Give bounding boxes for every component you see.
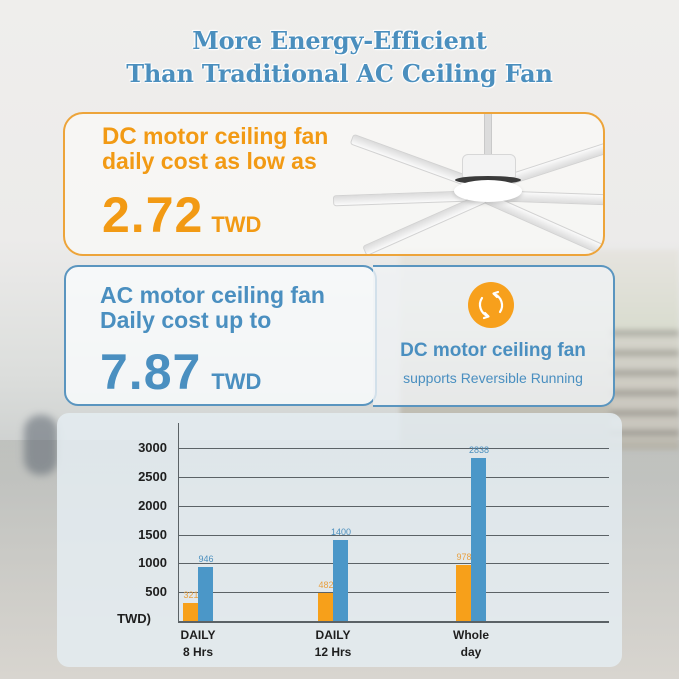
- x-category-line: 12 Hrs: [314, 645, 352, 659]
- y-tick-label: 2000: [138, 498, 167, 513]
- gridline: [178, 477, 609, 478]
- dc-cost-card: DC motor ceiling fan daily cost as low a…: [63, 112, 605, 256]
- dc-bar-value-label: 321: [183, 589, 199, 600]
- feature-title: DC motor ceiling fan: [400, 340, 586, 361]
- y-axis-line: [178, 423, 179, 621]
- dc-line-2: daily cost as low as: [102, 148, 317, 174]
- ac-daily-cost: 7.87 TWD: [100, 343, 261, 401]
- x-category-line: DAILY: [315, 628, 351, 642]
- ceiling-fan-image: [332, 114, 603, 254]
- dc-bar: [183, 602, 198, 621]
- ac-line-1: motor ceiling fan: [133, 282, 325, 308]
- y-tick-label: 1000: [138, 555, 167, 570]
- dc-bar-value-label: 482: [318, 580, 334, 591]
- ac-description: AC motor ceiling fan Daily cost up to: [100, 283, 325, 333]
- chart-plot-area: 500 1000 1500 2000 2500 3000 TWD) 321 946 DAILY 8 …: [57, 413, 622, 667]
- dc-daily-cost: 2.72 TWD: [102, 186, 261, 244]
- gridline: [178, 448, 609, 449]
- gridline: [178, 563, 609, 564]
- x-category-line: DAILY: [180, 628, 216, 642]
- ac-highlight: AC: [100, 282, 134, 308]
- x-category-line: day: [460, 645, 482, 659]
- dc-description: DC motor ceiling fan daily cost as low a…: [102, 124, 328, 174]
- x-category-label: DAILY 8 Hrs: [153, 627, 243, 661]
- gridline: [178, 506, 609, 507]
- dc-bar-value-label: 978: [456, 551, 472, 562]
- ac-cost-unit: TWD: [211, 369, 262, 394]
- fan-motor-housing: [462, 154, 516, 178]
- gridline: [178, 592, 609, 593]
- feature-subtitle: supports Reversible Running: [403, 370, 583, 386]
- dc-bar: [456, 564, 471, 621]
- fan-downrod: [484, 114, 492, 157]
- ac-bar-value-label: 2838: [468, 444, 490, 455]
- y-tick-label: 1500: [138, 527, 167, 542]
- ac-cost-value: 7.87: [100, 344, 202, 400]
- title-line-2: Than Traditional AC Ceiling Fan: [126, 59, 553, 88]
- dc-bar: [318, 593, 333, 621]
- dc-highlight: DC: [102, 123, 137, 150]
- x-axis-line: [178, 621, 609, 623]
- y-tick-label: 500: [145, 584, 167, 599]
- title-line-1: More Energy-Efficient: [192, 26, 487, 55]
- reverse-rotation-icon: [468, 282, 514, 328]
- ac-bar: [198, 566, 213, 621]
- reversible-feature-card: DC motor ceiling fan supports Reversible…: [373, 265, 615, 407]
- cost-comparison-chart: 500 1000 1500 2000 2500 3000 TWD) 321 946 DAILY 8 …: [57, 413, 622, 667]
- y-tick-label: 2500: [138, 469, 167, 484]
- dc-cost-unit: TWD: [211, 212, 262, 237]
- x-category-line: Whole: [453, 628, 489, 642]
- ac-bar: [333, 540, 348, 621]
- x-category-line: 8 Hrs: [182, 645, 214, 659]
- x-category-label: DAILY 12 Hrs: [288, 627, 378, 661]
- ac-bar-value-label: 1400: [330, 527, 352, 538]
- x-category-label: Whole day: [426, 627, 516, 661]
- y-tick-label: 3000: [138, 440, 167, 455]
- dc-cost-value: 2.72: [102, 187, 204, 243]
- ac-bar: [471, 457, 486, 621]
- ac-bar-value-label: 946: [198, 553, 214, 564]
- gridline: [178, 535, 609, 536]
- dc-line-1: motor ceiling fan: [136, 123, 329, 149]
- ac-cost-card: AC motor ceiling fan Daily cost up to 7.…: [64, 265, 377, 406]
- ac-line-2: Daily cost up to: [100, 307, 272, 333]
- fan-led-light: [454, 180, 522, 202]
- y-axis-unit-label: TWD): [117, 611, 151, 626]
- page-title: More Energy-Efficient Than Traditional A…: [0, 24, 679, 90]
- background-person: [24, 415, 58, 475]
